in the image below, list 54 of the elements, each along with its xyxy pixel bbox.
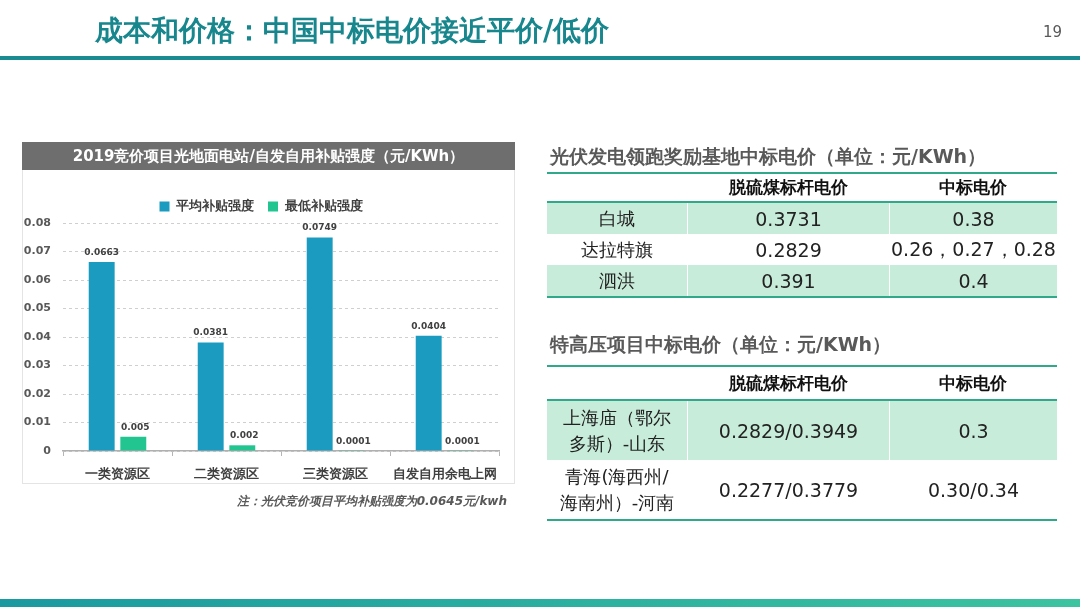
data-label: 0.0381 — [193, 327, 229, 338]
x-tick-label: 三类资源区 — [303, 466, 368, 482]
text: 0.38 — [952, 207, 995, 230]
bar — [120, 436, 147, 451]
category-label: 泗洪 — [599, 269, 635, 291]
bar — [306, 237, 333, 451]
chart-title: 2019竞价项目光地面电站/自发自用补贴强度（元/KWh） — [22, 142, 515, 170]
text: 0.30/0.34 — [927, 478, 1019, 501]
bar — [229, 445, 256, 451]
y-tick-label: 0.04 — [23, 329, 52, 343]
text: 0.2829/0.3949 — [718, 419, 859, 442]
y-tick-label: 0.02 — [23, 386, 51, 400]
y-tick-label: 0.05 — [23, 301, 51, 315]
text: 0.2277/0.3779 — [718, 478, 859, 501]
text: 0.26，0.27，0.28 — [891, 237, 1056, 260]
text: 0.4 — [958, 269, 989, 292]
x-tick-label: 二类资源区 — [194, 466, 259, 482]
y-tick-label: 0 — [43, 443, 52, 457]
data-label: 0.0001 — [335, 435, 371, 446]
category-label: 中标电价 — [939, 371, 1007, 395]
category-label: 脱硫煤标杆电价 — [728, 371, 848, 395]
text: 成本和价格：中国中标电价接近平价/低价 — [95, 13, 610, 49]
text: 注：光伏竞价项目平均补贴强度为0.0645元/kwh — [236, 493, 507, 510]
category-label: 脱硫煤标杆电价 — [728, 176, 848, 199]
y-tick-label: 0.06 — [23, 272, 52, 286]
data-label: 0.0404 — [411, 320, 447, 331]
text: 0.3731 — [755, 207, 822, 230]
category-label: 上海庙（鄂尔多斯）-山东 — [563, 406, 671, 454]
y-tick-label: 0.08 — [23, 215, 51, 229]
data-label: 0.0001 — [444, 435, 480, 446]
bar — [415, 335, 442, 451]
y-tick-label: 0.03 — [23, 358, 51, 372]
category-label: 中标电价 — [939, 176, 1007, 199]
text: 19 — [1042, 23, 1062, 41]
legend-label: 平均补贴强度 — [175, 197, 254, 213]
y-tick-label: 0.01 — [23, 415, 51, 429]
data-label: 0.002 — [230, 430, 259, 441]
category-label: 达拉特旗 — [581, 238, 653, 260]
x-tick-label: 自发自用余电上网 — [392, 466, 497, 482]
data-label: 0.0749 — [302, 222, 338, 233]
text: 0.3 — [958, 419, 989, 442]
data-label: 0.0663 — [84, 246, 120, 257]
y-tick-label: 0.07 — [23, 244, 51, 258]
text: 光伏发电领跑奖励基地中标电价（单位：元/KWh） — [550, 144, 987, 169]
bar — [88, 262, 115, 451]
text: 0.391 — [761, 269, 816, 292]
text: 特高压项目中标电价（单位：元/KWh） — [550, 332, 892, 357]
x-tick-label: 一类资源区 — [85, 466, 150, 482]
bar — [197, 342, 224, 451]
text: 0.2829 — [755, 238, 822, 261]
data-label: 0.005 — [121, 421, 150, 432]
category-label: 青海(海西州/海南州）-河南 — [559, 465, 675, 513]
category-label: 白城 — [599, 207, 635, 229]
legend-label: 最低补贴强度 — [283, 197, 363, 213]
